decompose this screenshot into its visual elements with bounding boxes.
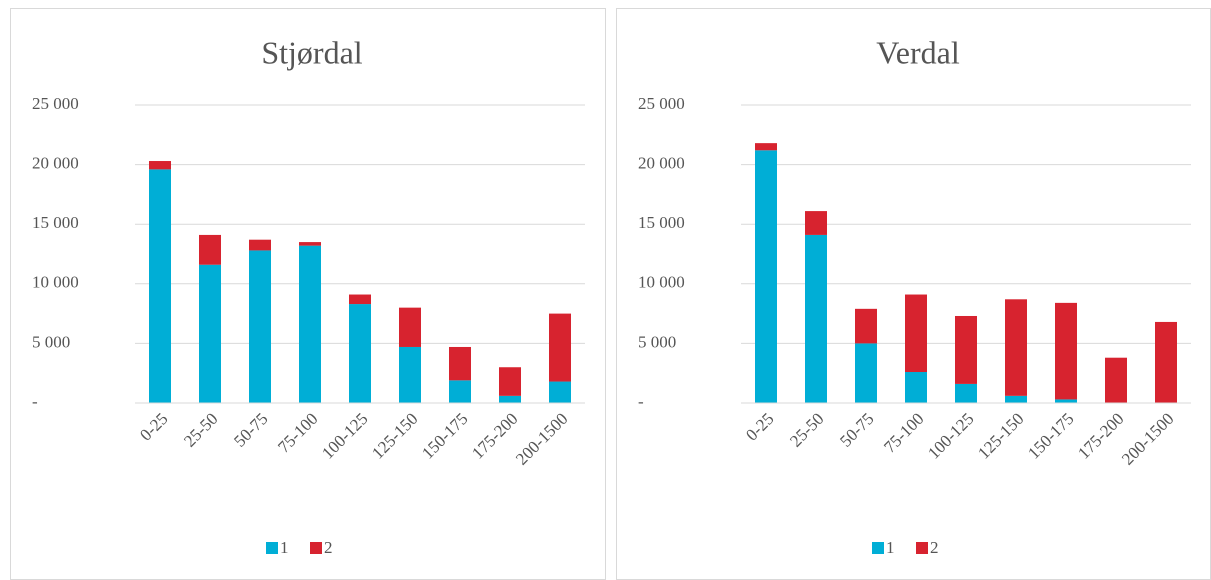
- y-tick-label: 10 000: [32, 273, 79, 292]
- y-tick-label: 15 000: [638, 213, 685, 232]
- legend-swatch: [916, 542, 928, 554]
- bar-segment: [755, 143, 777, 151]
- bar-segment: [549, 313, 571, 382]
- legend-label: 1: [886, 538, 895, 557]
- bar-segment: [349, 304, 371, 403]
- bar-segment: [855, 343, 877, 403]
- legend-label: 2: [324, 538, 333, 557]
- bar-segment: [955, 383, 977, 403]
- y-tick-label: -: [32, 392, 38, 411]
- y-tick-label: 25 000: [32, 94, 79, 113]
- bar-segment: [449, 380, 471, 403]
- legend-label: 2: [930, 538, 939, 557]
- y-tick-label: 5 000: [32, 332, 70, 351]
- y-tick-label: 20 000: [638, 154, 685, 173]
- bar-segment: [755, 150, 777, 403]
- bar-segment: [855, 308, 877, 344]
- legend-swatch: [266, 542, 278, 554]
- bar-segment: [299, 245, 321, 403]
- bar-segment: [299, 242, 321, 246]
- bar-segment: [1005, 395, 1027, 403]
- bar-segment: [805, 211, 827, 235]
- y-tick-label: -: [638, 392, 644, 411]
- panel-border: [616, 8, 1211, 580]
- bar-segment: [149, 169, 171, 403]
- bar-segment: [199, 234, 221, 265]
- bar-segment: [199, 264, 221, 403]
- y-tick-label: 25 000: [638, 94, 685, 113]
- legend-swatch: [872, 542, 884, 554]
- y-tick-label: 15 000: [32, 213, 79, 232]
- bar-segment: [1155, 321, 1177, 403]
- bar-segment: [1105, 357, 1127, 403]
- bar-segment: [399, 307, 421, 347]
- bar-segment: [349, 294, 371, 305]
- bar-segment: [805, 234, 827, 403]
- bar-segment: [249, 239, 271, 251]
- bar-segment: [249, 250, 271, 403]
- y-tick-label: 10 000: [638, 273, 685, 292]
- legend-label: 1: [280, 538, 289, 557]
- bar-segment: [955, 315, 977, 384]
- bar-segment: [1055, 302, 1077, 400]
- bar-segment: [905, 294, 927, 373]
- y-tick-label: 20 000: [32, 154, 79, 173]
- bar-segment: [399, 346, 421, 403]
- chart-title: Stjørdal: [261, 34, 362, 70]
- bar-segment: [149, 161, 171, 170]
- bar-segment: [449, 346, 471, 381]
- bar-segment: [1055, 399, 1077, 403]
- bar-segment: [1005, 299, 1027, 396]
- bar-segment: [499, 395, 521, 403]
- bar-segment: [905, 372, 927, 403]
- bar-segment: [549, 381, 571, 403]
- chart-title: Verdal: [876, 34, 960, 70]
- y-tick-label: 5 000: [638, 332, 676, 351]
- legend-swatch: [310, 542, 322, 554]
- bar-segment: [499, 367, 521, 396]
